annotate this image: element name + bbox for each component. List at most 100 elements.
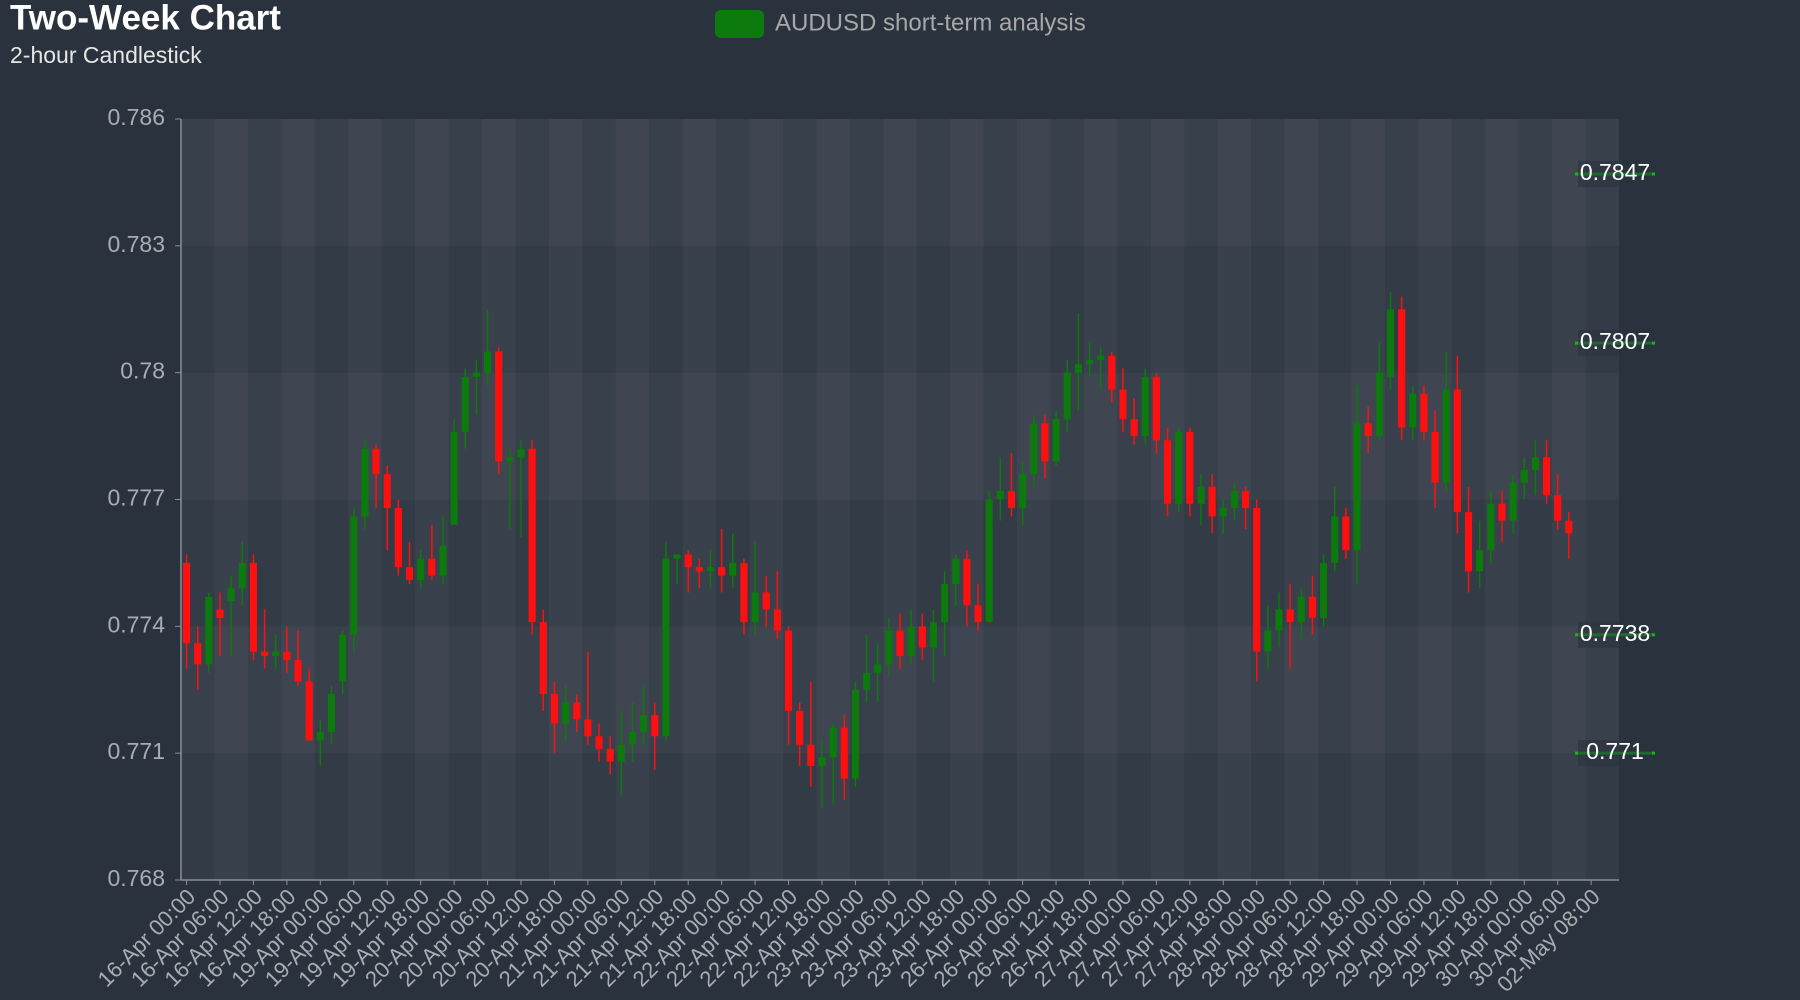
column-band bbox=[883, 119, 916, 880]
candle-body bbox=[294, 660, 302, 682]
column-band bbox=[415, 119, 448, 880]
candle-body bbox=[695, 567, 703, 572]
candle-body bbox=[1152, 376, 1160, 441]
candle-body bbox=[528, 448, 536, 623]
candle-body bbox=[227, 588, 235, 601]
candle-body bbox=[1554, 495, 1562, 521]
candle-body bbox=[1364, 423, 1372, 437]
candle-body bbox=[1420, 393, 1428, 432]
level-label-bg bbox=[1578, 621, 1652, 648]
candle-body bbox=[1498, 503, 1506, 521]
candle-body bbox=[1085, 359, 1094, 365]
level-label: 0.7807 bbox=[1580, 328, 1650, 354]
candle-body bbox=[1464, 512, 1473, 572]
candle-body bbox=[1398, 309, 1406, 428]
candle-body bbox=[483, 351, 492, 373]
candle-body bbox=[249, 562, 258, 652]
candle-body bbox=[1442, 389, 1450, 483]
candle-body bbox=[417, 558, 425, 580]
candle-body bbox=[1097, 355, 1105, 360]
candle-body bbox=[1308, 596, 1317, 618]
candle-body bbox=[194, 643, 202, 665]
candle-body bbox=[941, 584, 949, 623]
candle-body bbox=[1275, 609, 1283, 631]
candle-body bbox=[1119, 389, 1127, 420]
candle-body bbox=[383, 474, 391, 508]
candle-body bbox=[1108, 355, 1116, 390]
chart-title: Two-Week Chart bbox=[10, 0, 281, 37]
candle-body bbox=[183, 562, 191, 644]
y-tick-label: 0.783 bbox=[107, 231, 165, 257]
candle-body bbox=[1342, 516, 1350, 551]
candle-body bbox=[706, 567, 715, 572]
candle-body bbox=[1007, 491, 1016, 508]
column-band bbox=[1285, 119, 1318, 880]
candle-body bbox=[584, 719, 592, 737]
y-tick-label: 0.777 bbox=[107, 485, 165, 511]
candle-body bbox=[1163, 440, 1172, 504]
candle-body bbox=[963, 558, 971, 606]
candle-body bbox=[1219, 507, 1227, 517]
candle-body bbox=[428, 558, 436, 576]
plot-background bbox=[181, 119, 1619, 880]
candle-body bbox=[829, 727, 837, 758]
candle-body bbox=[1141, 376, 1149, 437]
candle-body bbox=[1019, 474, 1027, 508]
candle-body bbox=[929, 622, 938, 648]
candle-body bbox=[216, 609, 224, 618]
candle-body bbox=[1520, 469, 1528, 483]
candle-body bbox=[506, 457, 514, 462]
candle-body bbox=[762, 592, 770, 610]
candle-body bbox=[238, 562, 246, 589]
candle-body bbox=[1052, 419, 1060, 462]
candle-body bbox=[1208, 486, 1216, 517]
candle-body bbox=[339, 634, 347, 682]
candle-body bbox=[261, 651, 269, 656]
y-tick-label: 0.771 bbox=[107, 738, 165, 764]
level-label: 0.7847 bbox=[1580, 159, 1650, 185]
candle-body bbox=[361, 448, 369, 517]
candle-body bbox=[1030, 423, 1038, 475]
candle-body bbox=[461, 376, 469, 432]
level-label: 0.7738 bbox=[1580, 620, 1650, 646]
candle-body bbox=[874, 664, 882, 673]
candle-body bbox=[595, 736, 603, 749]
candle-body bbox=[751, 592, 759, 623]
candle-body bbox=[640, 715, 648, 733]
level-label-bg bbox=[1578, 160, 1652, 187]
candle-body bbox=[718, 567, 726, 576]
y-tick-label: 0.774 bbox=[107, 611, 165, 637]
candle-body bbox=[1331, 516, 1339, 563]
candle-body bbox=[1175, 431, 1183, 504]
candle-body bbox=[974, 605, 982, 623]
candle-body bbox=[517, 448, 525, 458]
candle-body bbox=[550, 693, 559, 724]
candle-body bbox=[1531, 457, 1539, 470]
chart-subtitle: 2-hour Candlestick bbox=[10, 42, 202, 68]
candle-body bbox=[918, 626, 926, 648]
candle-body bbox=[628, 732, 637, 745]
candle-body bbox=[372, 448, 380, 475]
candle-body bbox=[651, 715, 659, 737]
candle-body bbox=[617, 744, 625, 762]
column-band bbox=[950, 119, 983, 880]
candle-body bbox=[539, 622, 547, 694]
level-label-bg bbox=[1578, 330, 1652, 357]
column-band bbox=[750, 119, 783, 880]
candle-body bbox=[1130, 419, 1138, 437]
column-band bbox=[281, 119, 314, 880]
candle-body bbox=[1286, 609, 1294, 623]
candle-body bbox=[684, 554, 692, 568]
candle-body bbox=[405, 567, 414, 580]
y-tick-label: 0.786 bbox=[107, 104, 165, 130]
candle-body bbox=[495, 351, 503, 462]
candle-body bbox=[472, 372, 480, 377]
column-band bbox=[214, 119, 247, 880]
candle-body bbox=[283, 651, 291, 661]
column-band bbox=[549, 119, 582, 880]
legend-label[interactable]: AUDUSD short-term analysis bbox=[775, 9, 1086, 36]
legend-swatch[interactable] bbox=[715, 10, 764, 38]
candle-body bbox=[807, 744, 815, 766]
candle-body bbox=[840, 727, 848, 779]
